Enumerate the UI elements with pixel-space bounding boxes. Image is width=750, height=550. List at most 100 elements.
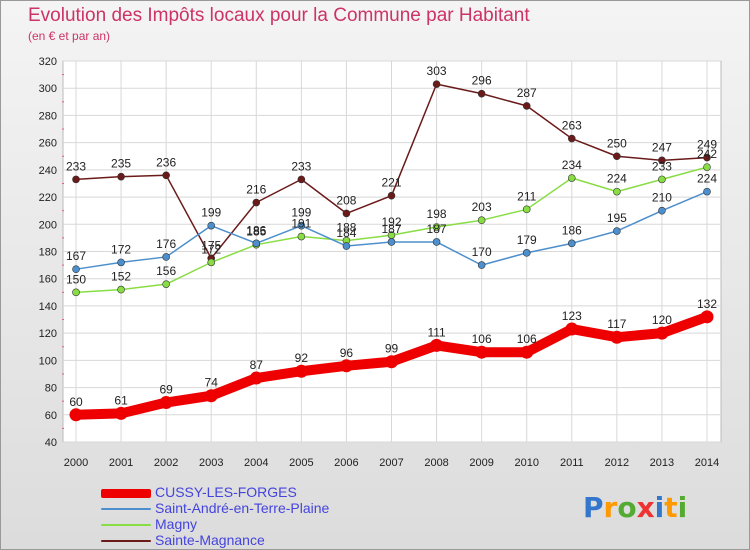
data-point xyxy=(114,406,128,420)
y-tick-label: 200 xyxy=(39,219,57,231)
x-tick-label: 2006 xyxy=(334,457,358,469)
data-label: 185 xyxy=(246,225,266,239)
x-tick-label: 2001 xyxy=(109,457,133,469)
data-point xyxy=(207,258,216,267)
data-label: 172 xyxy=(201,242,221,256)
data-label: 69 xyxy=(159,383,173,397)
data-label: 236 xyxy=(156,155,176,169)
data-label: 150 xyxy=(66,272,86,286)
axes: 40 60 80 100 120 140 160 180 200 220 240 260 280 300 3… xyxy=(39,56,720,469)
data-point xyxy=(117,172,125,181)
x-tick-label: 2008 xyxy=(424,457,448,469)
logo-letter: r xyxy=(603,491,618,524)
y-tick-label: 100 xyxy=(39,355,57,367)
data-label: 216 xyxy=(246,183,266,197)
data-label: 224 xyxy=(607,172,627,186)
data-label: 233 xyxy=(652,159,672,173)
data-point xyxy=(477,261,486,269)
y-tick-label: 280 xyxy=(39,110,57,122)
data-point xyxy=(610,330,624,344)
data-label: 250 xyxy=(607,136,627,150)
logo-letter: t xyxy=(664,491,678,524)
data-label: 106 xyxy=(472,332,492,346)
data-point xyxy=(700,310,714,324)
data-point xyxy=(522,249,531,257)
data-point xyxy=(522,102,531,110)
data-label: 99 xyxy=(385,342,399,356)
data-point xyxy=(72,288,80,297)
data-label: 132 xyxy=(697,297,717,311)
data-point xyxy=(430,338,444,352)
data-point xyxy=(162,253,170,261)
data-label: 123 xyxy=(562,309,582,323)
data-label: 221 xyxy=(381,176,401,190)
data-point xyxy=(207,221,216,230)
legend-label: CUSSY-LES-FORGES xyxy=(155,484,297,500)
y-tick-label: 40 xyxy=(45,437,57,449)
data-point xyxy=(613,227,621,235)
logo-letter: i xyxy=(654,491,665,524)
data-label: 247 xyxy=(652,140,672,154)
data-point xyxy=(432,223,441,231)
data-point xyxy=(162,171,170,180)
data-label: 111 xyxy=(427,325,446,339)
data-label: 203 xyxy=(472,200,492,214)
logo-letter: o xyxy=(617,491,637,524)
data-point xyxy=(565,322,579,336)
data-point xyxy=(432,80,441,88)
data-point xyxy=(297,221,306,230)
y-tick-label: 300 xyxy=(39,83,57,95)
data-point xyxy=(703,187,711,196)
data-point xyxy=(658,206,666,215)
data-label: 106 xyxy=(517,332,537,346)
y-tick-label: 260 xyxy=(39,138,57,150)
legend-label: Magny xyxy=(155,516,198,532)
series-layer xyxy=(69,80,714,422)
logo-letter: x xyxy=(636,491,655,524)
y-tick-label: 80 xyxy=(45,383,57,395)
data-point xyxy=(385,355,398,369)
data-point xyxy=(387,191,396,200)
data-label: 60 xyxy=(69,395,83,409)
data-point xyxy=(72,175,80,184)
data-label: 186 xyxy=(562,223,582,237)
data-point xyxy=(297,175,306,184)
y-tick-label: 180 xyxy=(39,247,57,259)
data-label: 191 xyxy=(291,217,311,231)
chart-subtitle: (en € et par an) xyxy=(28,29,111,43)
data-label: 199 xyxy=(201,206,221,220)
legend-swatch xyxy=(101,488,151,498)
data-label: 187 xyxy=(427,222,447,236)
data-point xyxy=(342,242,351,250)
data-label: 156 xyxy=(156,264,176,278)
data-point xyxy=(475,345,489,359)
data-point xyxy=(294,364,308,378)
data-label: 208 xyxy=(336,193,356,207)
data-point xyxy=(339,359,353,373)
x-tick-label: 2007 xyxy=(379,457,403,469)
data-label: 186 xyxy=(246,223,266,237)
logo-letter: i xyxy=(677,491,688,524)
data-label: 61 xyxy=(114,393,128,407)
data-label: 87 xyxy=(250,358,264,372)
data-point xyxy=(69,408,83,422)
data-point xyxy=(567,174,576,182)
data-point xyxy=(432,238,441,246)
y-tick-label: 140 xyxy=(39,301,57,313)
data-point xyxy=(117,258,125,267)
data-label: 242 xyxy=(697,147,717,161)
data-label: 152 xyxy=(111,270,131,284)
data-point xyxy=(249,371,263,385)
x-tick-label: 2009 xyxy=(469,457,493,469)
x-tick-label: 2010 xyxy=(514,457,538,469)
data-point xyxy=(655,326,669,340)
data-label: 211 xyxy=(517,189,536,203)
data-label: 224 xyxy=(697,172,717,186)
x-tick-label: 2002 xyxy=(154,457,178,469)
data-point xyxy=(658,156,666,165)
data-label: 233 xyxy=(291,159,311,173)
data-point xyxy=(477,216,486,225)
y-tick-label: 240 xyxy=(39,165,57,177)
data-labels: 60 61 69 74 87 92 96 99 111 106 106 123 117 120 132 167… xyxy=(66,64,717,409)
